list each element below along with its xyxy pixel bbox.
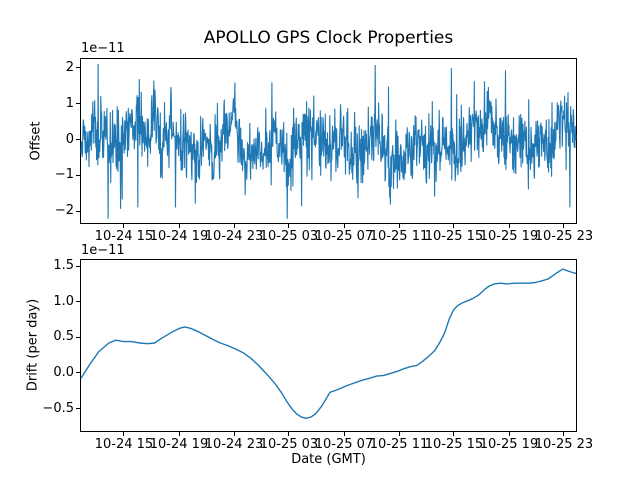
x-tick [453, 224, 455, 228]
x-tick [343, 432, 345, 436]
x-tick [508, 224, 510, 228]
chart-title: APOLLO GPS Clock Properties [203, 28, 454, 48]
x-tick-label: 10-25 15 [424, 229, 484, 244]
x-tick-label: 10-25 19 [479, 437, 539, 452]
x-tick-label: 10-24 23 [204, 229, 264, 244]
x-tick [123, 224, 125, 228]
drift-scale-label: 1e−11 [81, 243, 125, 258]
y-tick-label: 1 [65, 95, 74, 111]
x-tick-label: 10-25 07 [314, 229, 374, 244]
x-tick [288, 224, 290, 228]
y-tick [76, 372, 80, 374]
x-tick-label: 10-25 11 [369, 229, 429, 244]
x-tick-label: 10-25 03 [259, 437, 319, 452]
offset-line [80, 63, 577, 219]
y-tick [76, 139, 80, 141]
y-tick [76, 103, 80, 105]
x-tick [508, 432, 510, 436]
x-tick-label: 10-25 07 [314, 437, 374, 452]
drift-plot-area [80, 259, 577, 432]
x-tick [233, 432, 235, 436]
y-tick [76, 265, 80, 267]
x-tick-label: 10-24 19 [149, 229, 209, 244]
y-tick-label: 2 [65, 59, 74, 75]
x-tick-label: 10-25 19 [479, 229, 539, 244]
y-tick-label: −1 [54, 167, 74, 183]
x-tick [233, 224, 235, 228]
x-tick [178, 432, 180, 436]
y-tick [76, 174, 80, 176]
y-tick-label: 0.5 [53, 329, 74, 345]
y-tick [76, 336, 80, 338]
y-tick [76, 301, 80, 303]
x-axis-label: Date (GMT) [291, 452, 366, 467]
y-tick-label: 0.0 [53, 364, 74, 380]
drift-series [80, 268, 577, 420]
y-tick-label: 1.5 [53, 258, 74, 274]
x-tick-label: 10-25 03 [259, 229, 319, 244]
y-tick-label: −0.5 [42, 400, 74, 416]
y-tick-label: −2 [54, 203, 74, 219]
drift-line [80, 268, 577, 420]
y-tick-label: 0 [65, 131, 74, 147]
offset-scale-label: 1e−11 [81, 41, 125, 56]
x-tick [563, 432, 565, 436]
offset-series [80, 63, 577, 219]
x-tick [123, 432, 125, 436]
y-tick [76, 67, 80, 69]
x-tick-label: 10-24 15 [94, 229, 154, 244]
x-tick-label: 10-25 23 [534, 437, 594, 452]
x-tick-label: 10-25 23 [534, 229, 594, 244]
x-tick [563, 224, 565, 228]
x-tick [343, 224, 345, 228]
y-tick-label: 1.0 [53, 293, 74, 309]
y-tick [76, 408, 80, 409]
x-tick-label: 10-25 15 [424, 437, 484, 452]
x-tick [453, 432, 455, 436]
x-tick-label: 10-24 15 [94, 437, 154, 452]
x-tick-label: 10-25 11 [369, 437, 429, 452]
x-tick-label: 10-24 23 [204, 437, 264, 452]
y-tick [76, 210, 80, 212]
x-tick [288, 432, 290, 436]
x-tick [398, 224, 400, 228]
x-tick [178, 224, 180, 228]
x-tick-label: 10-24 19 [149, 437, 209, 452]
x-tick [398, 432, 400, 436]
